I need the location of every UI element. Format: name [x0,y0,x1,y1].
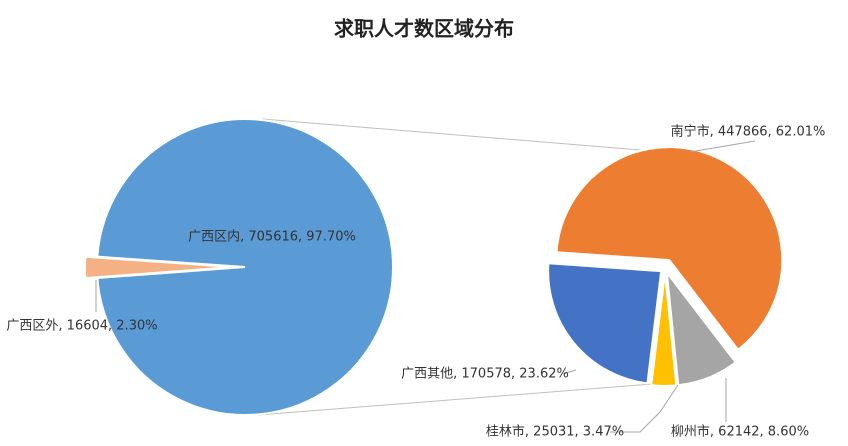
data-label: 广西区外, 16604, 2.30% [6,319,157,334]
pie-slice [665,269,738,387]
pie-slice [555,146,784,352]
data-label: 广西区内, 705616, 97.70% [188,229,356,245]
leader-line [562,369,577,375]
pie-slice [650,272,678,387]
connector-line [261,118,666,153]
leader-line [689,140,756,153]
leader-line [610,384,679,433]
data-label: 柳州市, 62142, 8.60% [671,424,809,440]
pie-slice [547,262,663,385]
data-label: 桂林市, 25031, 3.47% [486,424,624,440]
pie-slice [96,117,394,416]
chart-title: 求职人才数区域分布 [334,17,514,41]
pie-slice [84,255,234,280]
data-label: 广西其他, 170578, 23.62% [401,367,569,382]
connector-line [257,382,666,416]
data-label: 南宁市, 447866, 62.01% [671,124,826,140]
